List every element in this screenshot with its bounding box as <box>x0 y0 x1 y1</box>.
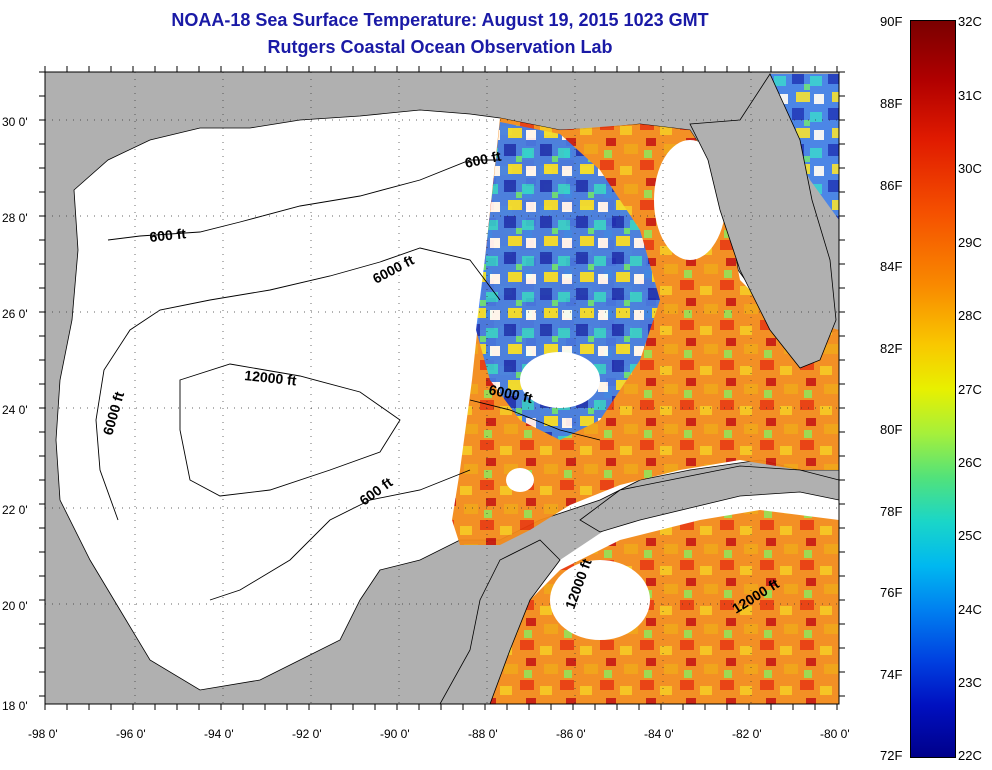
lat-label: 20 0' <box>2 599 28 613</box>
colorbar-c-label: 23C <box>958 675 982 690</box>
cloud-gap <box>506 468 534 492</box>
florida-land <box>689 73 837 369</box>
colorbar-c-label: 26C <box>958 455 982 470</box>
sst-florida-strait <box>770 74 839 220</box>
colorbar-c-label: 25C <box>958 528 982 543</box>
colorbar-c-label: 29C <box>958 235 982 250</box>
colorbar-c-label: 24C <box>958 602 982 617</box>
colorbar-c-label: 30C <box>958 161 982 176</box>
lat-label: 22 0' <box>2 503 28 517</box>
colorbar-c-label: 32C <box>958 14 982 29</box>
lat-label: 26 0' <box>2 307 28 321</box>
colorbar-f-label: 84F <box>880 259 903 274</box>
map-subtitle: Rutgers Coastal Ocean Observation Lab <box>267 37 613 57</box>
colorbar-f-label: 74F <box>880 667 903 682</box>
sst-caribbean <box>470 510 839 704</box>
colorbar-c-label: 28C <box>958 308 982 323</box>
lon-label: -86 0' <box>556 727 586 741</box>
map-title: NOAA-18 Sea Surface Temperature: August … <box>171 10 709 30</box>
contour-label: 600 ft <box>149 225 187 245</box>
contour-12000ft <box>179 363 401 497</box>
cloud-gap <box>520 352 600 408</box>
contour-6000ft <box>95 247 501 521</box>
contour-label: 12000 ft <box>244 367 298 388</box>
map-frame <box>44 71 840 705</box>
yucatan-land <box>439 539 561 704</box>
lon-label: -82 0' <box>732 727 762 741</box>
graticule <box>45 72 839 704</box>
lon-label: -92 0' <box>292 727 322 741</box>
lon-label: -80 0' <box>820 727 850 741</box>
colorbar-c-label: 27C <box>958 382 982 397</box>
colorbar-f-label: 78F <box>880 504 903 519</box>
contour-600ft <box>107 159 500 241</box>
contour-label: 600 ft <box>463 148 502 171</box>
colorbar-f-label: 76F <box>880 585 903 600</box>
lon-label: -84 0' <box>644 727 674 741</box>
contour-6000ft-east <box>469 399 601 441</box>
lat-label: 18 0' <box>2 699 28 713</box>
colorbar-f-label: 82F <box>880 341 903 356</box>
colorbar-f-label: 90F <box>880 14 903 29</box>
contour-600ft-south <box>209 469 471 601</box>
lon-label: -96 0' <box>116 727 146 741</box>
lat-label: 24 0' <box>2 403 28 417</box>
colorbar-f-label: 72F <box>880 748 903 763</box>
colorbar-f-label: 86F <box>880 178 903 193</box>
lon-label: -88 0' <box>468 727 498 741</box>
axis-ticks <box>39 66 845 710</box>
colorbar-c-label: 22C <box>958 748 982 763</box>
cuba-land <box>579 465 839 533</box>
temperature-colorbar <box>910 20 956 758</box>
lat-label: 30 0' <box>2 115 28 129</box>
colorbar-f-label: 88F <box>880 96 903 111</box>
lat-label: 28 0' <box>2 211 28 225</box>
cloud-gap <box>550 560 650 640</box>
lon-label: -90 0' <box>380 727 410 741</box>
lon-label: -98 0' <box>28 727 58 741</box>
lon-label: -94 0' <box>204 727 234 741</box>
cloud-gap <box>654 140 726 260</box>
colorbar-f-label: 80F <box>880 422 903 437</box>
colorbar-c-label: 31C <box>958 88 982 103</box>
sst-swath-cool <box>476 122 660 440</box>
